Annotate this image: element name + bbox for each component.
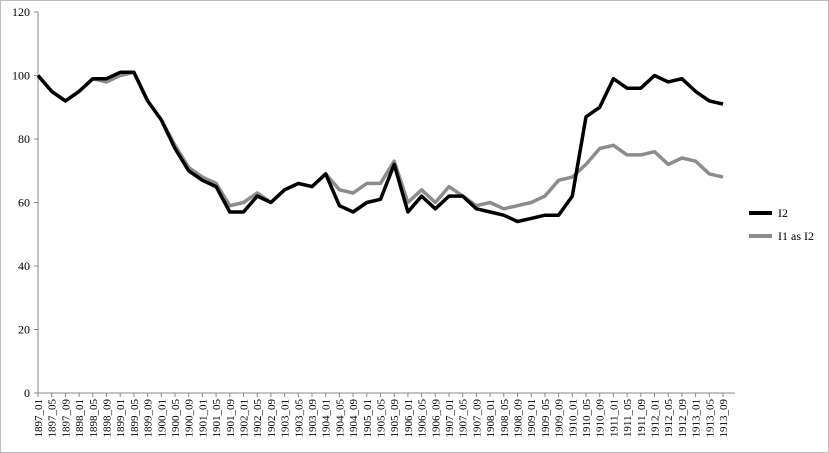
legend-label: I2: [778, 206, 788, 220]
x-tick-label: 1910_01: [567, 399, 579, 438]
y-tick-label: 120: [12, 5, 30, 19]
x-tick-label: 1906_09: [430, 399, 442, 438]
x-tick-label: 1900_05: [170, 399, 182, 438]
x-tick-label: 1906_01: [403, 399, 415, 438]
x-tick-label: 1909_05: [540, 399, 552, 438]
x-tick-label: 1913_09: [718, 399, 730, 438]
x-tick-label: 1898_09: [102, 399, 114, 438]
x-tick-label: 1898_01: [74, 399, 86, 438]
y-tick-label: 40: [18, 259, 30, 273]
x-tick-label: 1907_09: [471, 399, 483, 438]
x-tick-label: 1907_01: [444, 399, 456, 438]
y-tick-label: 20: [18, 323, 30, 337]
x-tick-label: 1897_05: [47, 399, 59, 438]
data-line: [36, 70, 724, 224]
x-tick-label: 1913_05: [704, 399, 716, 438]
y-tick-label: 60: [18, 196, 30, 210]
x-tick-label: 1905_05: [376, 399, 388, 438]
x-tick-label: 1904_05: [334, 399, 346, 438]
x-tick-label: 1903_09: [307, 399, 319, 438]
x-tick-label: 1900_01: [156, 399, 168, 438]
x-tick-label: 1903_01: [280, 399, 292, 438]
x-tick-label: 1906_05: [417, 399, 429, 438]
x-tick-label: 1900_09: [184, 399, 196, 438]
x-tick-label: 1912_09: [677, 399, 689, 438]
x-tick-label: 1910_09: [595, 399, 607, 438]
x-tick-label: 1911_05: [622, 399, 634, 438]
legend-label: I1 as I2: [778, 229, 814, 243]
x-tick-label: 1901_01: [197, 399, 209, 438]
x-tick-label: 1909_01: [526, 399, 538, 438]
x-tick-label: 1899_01: [115, 399, 127, 438]
x-tick-label: 1897_01: [33, 399, 45, 438]
x-tick-label: 1899_09: [143, 399, 155, 438]
x-tick-label: 1899_05: [129, 399, 141, 438]
x-tick-label: 1902_01: [239, 399, 251, 438]
x-tick-label: 1902_05: [252, 399, 264, 438]
x-tick-label: 1911_09: [636, 399, 648, 438]
x-tick-label: 1903_05: [293, 399, 305, 438]
x-tick-label: 1901_09: [225, 399, 237, 438]
x-tick-label: 1902_09: [266, 399, 278, 438]
x-tick-label: 1913_01: [691, 399, 703, 438]
x-tick-label: 1904_09: [348, 399, 360, 438]
x-tick-label: 1901_05: [211, 399, 223, 438]
y-tick-label: 0: [24, 386, 30, 400]
x-tick-label: 1898_05: [88, 399, 100, 438]
x-tick-label: 1904_01: [321, 399, 333, 438]
x-tick-label: 1907_05: [458, 399, 470, 438]
x-tick-label: 1912_01: [650, 399, 662, 438]
x-tick-label: 1909_09: [554, 399, 566, 438]
y-tick-label: 100: [12, 69, 30, 83]
x-tick-label: 1908_09: [513, 399, 525, 438]
x-tick-label: 1908_05: [499, 399, 511, 438]
x-tick-label: 1905_09: [389, 399, 401, 438]
x-tick-label: 1897_09: [60, 399, 72, 438]
x-tick-label: 1910_05: [581, 399, 593, 438]
x-tick-label: 1908_01: [485, 399, 497, 438]
y-tick-label: 80: [18, 132, 30, 146]
x-tick-label: 1911_01: [608, 399, 620, 437]
x-tick-label: 1905_01: [362, 399, 374, 438]
x-tick-label: 1912_05: [663, 399, 675, 438]
